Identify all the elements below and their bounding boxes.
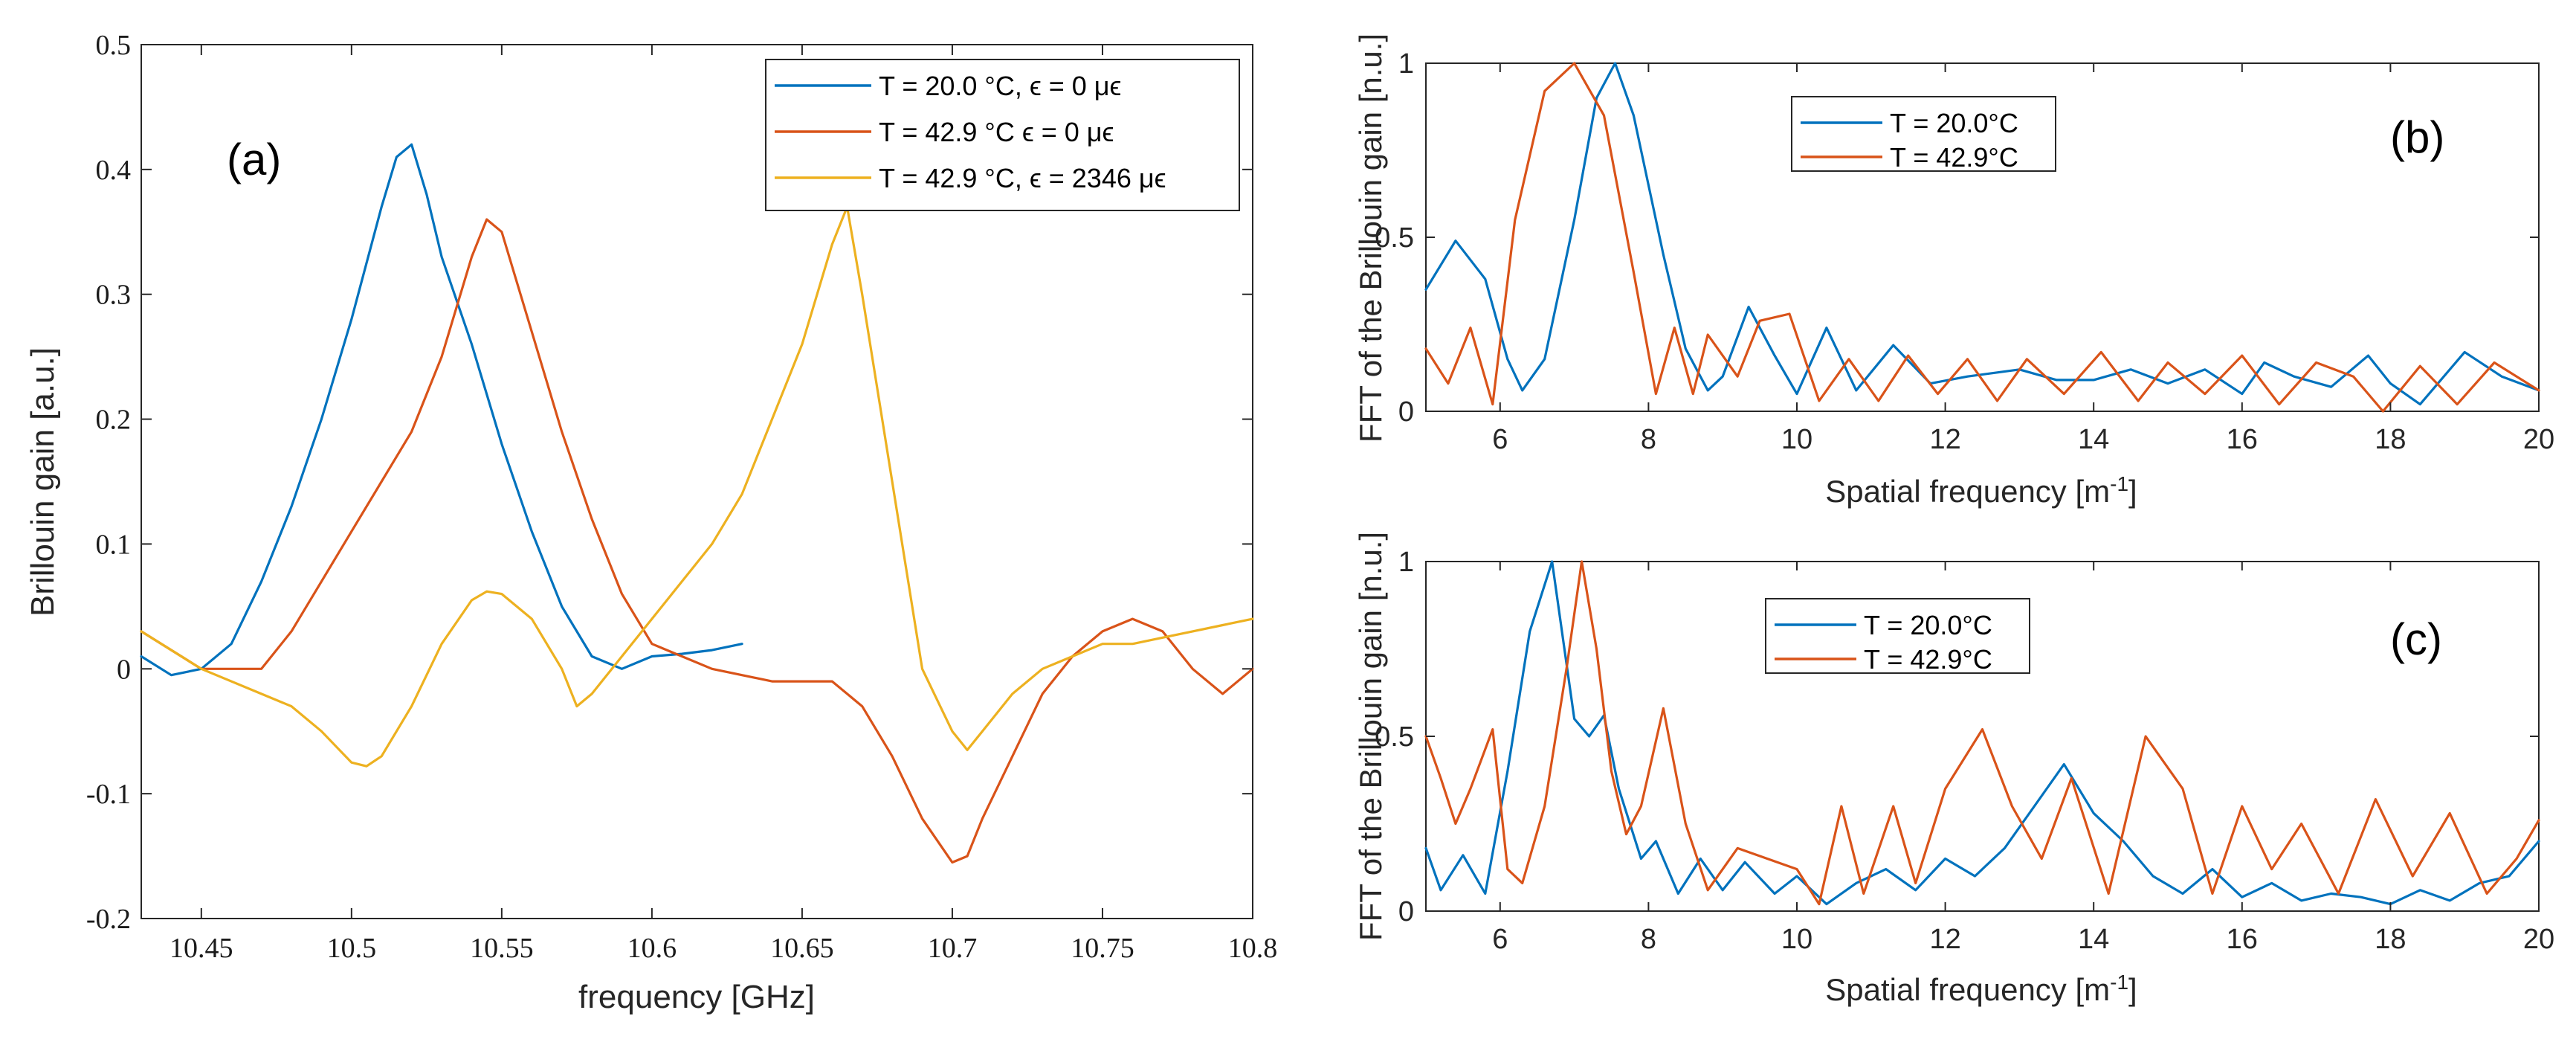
panel-c-xtick-label: 18	[2375, 924, 2406, 955]
panel-b-legend-label-blue: T = 20.0°C	[1890, 108, 2018, 138]
panel-a-legend-label-orange: T = 42.9 °C ϵ = 0 μϵ	[879, 117, 1114, 147]
panel-a-series-yellow-line	[140, 205, 1254, 768]
panel-c-ytick-label: 0	[1398, 896, 1414, 927]
panel-c-ylabel: FFT of the Brillouin gain [n.u.]	[1353, 532, 1388, 941]
panel-a-chart: 10.45 10.5 10.55 10.6 10.65 10.7 10.75 10.8 -0.2…	[25, 30, 1277, 1015]
panel-a-xtick-label: 10.6	[627, 933, 677, 964]
panel-c-legend-label-orange: T = 42.9°C	[1864, 644, 1992, 675]
panel-c-xtick-label: 16	[2227, 924, 2258, 955]
panel-c-legend: T = 20.0°C T = 42.9°C	[1765, 598, 2030, 675]
panel-b-xtick-label: 10	[1781, 424, 1812, 455]
panel-b-ylabel: FFT of the Brillouin gain [n.u.]	[1353, 33, 1388, 443]
panel-c-ytick-label: 1	[1398, 547, 1414, 578]
panel-a-ytick-label: 0.5	[96, 30, 132, 61]
panel-b-xtick-label: 6	[1492, 424, 1508, 455]
panel-b-xtick-label: 12	[1929, 424, 1960, 455]
panel-c-xtick-label: 10	[1781, 924, 1812, 955]
panel-b-xtick-label: 16	[2227, 424, 2258, 455]
panel-c-legend-label-blue: T = 20.0°C	[1864, 610, 1992, 640]
panel-b-ytick-label: 1	[1398, 48, 1414, 80]
panel-b-xlabel: Spatial frequency [m-1]	[1825, 472, 2137, 509]
panel-c-xtick-label: 14	[2078, 924, 2109, 955]
panel-b-xtick-label: 8	[1641, 424, 1656, 455]
panel-b-xtick-label: 18	[2375, 424, 2406, 455]
panel-a-ylabel: Brillouin gain [a.u.]	[25, 347, 61, 617]
panel-a-xtick-label: 10.65	[770, 933, 834, 964]
panel-b-xtick-label: 20	[2523, 424, 2554, 455]
panel-a-label: (a)	[227, 135, 281, 184]
panel-a-ytick-label: -0.1	[86, 779, 131, 810]
panel-a-ytick-label: 0.4	[96, 155, 132, 186]
panel-c-chart: 6 8 10 12 14 16 18 20 0 0.5 1 (c) Spatial frequenc…	[1353, 532, 2554, 1007]
panel-b-chart: 6 8 10 12 14 16 18 20 0 0.5 1 (b) Spatial frequenc…	[1353, 33, 2554, 509]
panel-a-ytick-label: 0.3	[96, 280, 132, 311]
panel-c-label: (c)	[2390, 614, 2442, 664]
panel-c-xtick-label: 20	[2523, 924, 2554, 955]
panel-c-xtick-label: 6	[1492, 924, 1508, 955]
panel-a-ytick-label: 0	[117, 654, 131, 685]
panel-c-series-orange-line	[1424, 560, 2540, 906]
panel-b-series-orange-line	[1424, 62, 2540, 413]
panel-a-ytick-label: 0.1	[96, 529, 132, 560]
panel-c-ytick-label: 0.5	[1375, 721, 1414, 753]
panel-c-series-blue-line	[1424, 560, 2540, 906]
panel-b-series-blue-line	[1424, 62, 2540, 406]
panel-a-series-orange-line	[140, 218, 1254, 864]
panel-a-xtick-label: 10.75	[1071, 933, 1134, 964]
panel-a-ytick-label: 0.2	[96, 405, 132, 436]
panel-a-xtick-label: 10.5	[327, 933, 377, 964]
panel-b-ytick-label: 0	[1398, 396, 1414, 428]
panel-b-xtick-label: 14	[2078, 424, 2109, 455]
panel-a-xtick-label: 10.55	[470, 933, 534, 964]
panel-c-xlabel: Spatial frequency [m-1]	[1825, 971, 2137, 1008]
panel-b-ytick-label: 0.5	[1375, 222, 1414, 254]
panel-a-legend-label-yellow: T = 42.9 °C, ϵ = 2346 μϵ	[879, 163, 1166, 193]
panel-b-legend: T = 20.0°C T = 42.9°C	[1791, 96, 2056, 173]
panel-a-xtick-label: 10.7	[928, 933, 978, 964]
panel-b-label: (b)	[2390, 112, 2444, 162]
panel-a-xlabel: frequency [GHz]	[578, 979, 815, 1015]
panel-a-frame	[141, 44, 1253, 919]
panel-c-xtick-label: 12	[1929, 924, 1960, 955]
panel-b-legend-label-orange: T = 42.9°C	[1890, 142, 2018, 173]
panel-a-series-blue-line	[140, 143, 743, 677]
panel-a-legend-label-blue: T = 20.0 °C, ϵ = 0 μϵ	[879, 71, 1121, 101]
panel-a-legend: T = 20.0 °C, ϵ = 0 μϵ T = 42.9 °C ϵ = 0 μ…	[765, 59, 1240, 211]
panel-a-ytick-label: -0.2	[86, 904, 131, 935]
panel-a-xtick-label: 10.8	[1228, 933, 1278, 964]
panel-a-xtick-label: 10.45	[170, 933, 233, 964]
panel-c-xtick-label: 8	[1641, 924, 1656, 955]
